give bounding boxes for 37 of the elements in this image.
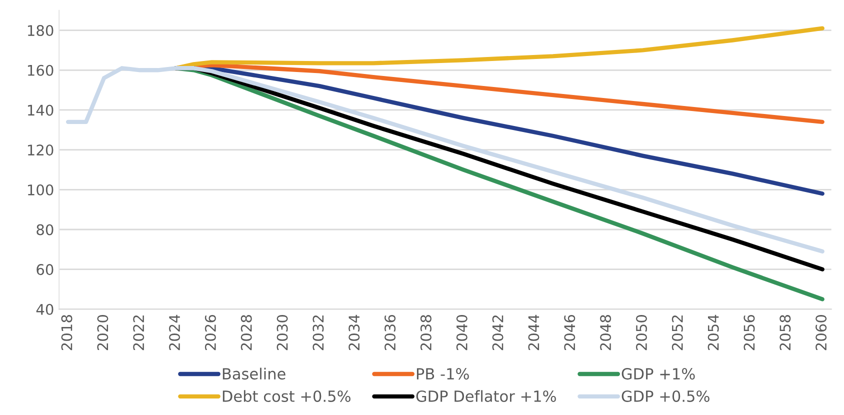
line-series	[66, 66, 824, 254]
y-tick-label: 100	[28, 184, 54, 196]
y-tick-label: 120	[28, 144, 54, 156]
x-tick-label: 2024	[169, 314, 180, 350]
y-tick-label: 180	[28, 25, 54, 36]
x-tick-label: 2032	[312, 316, 324, 350]
legend-label: GDP +1%	[622, 368, 695, 380]
y-tick-label: 80	[36, 224, 54, 236]
legend-label: Baseline	[222, 368, 286, 380]
legend-label: Debt cost +0.5%	[222, 390, 350, 402]
x-tick-label: 2056	[744, 314, 755, 350]
x-tick-label: 2058	[780, 315, 791, 350]
x-tick-label: 2028	[240, 315, 252, 350]
y-tick-label: 60	[36, 264, 54, 276]
legend-label: GDP Deflator +1%	[416, 390, 556, 402]
x-tick-label: 2046	[564, 314, 576, 350]
x-tick-label: 2026	[204, 314, 216, 350]
x-tick-label: 2040	[456, 315, 468, 350]
x-tick-label: 2042	[492, 316, 504, 350]
x-tick-label: 2022	[133, 316, 144, 350]
x-tick-label: 2038	[420, 315, 432, 350]
y-tick-label: 140	[28, 104, 54, 116]
legend-label: GDP +0.5%	[622, 390, 710, 402]
x-tick-label: 2044	[528, 314, 540, 350]
x-tick-label: 2048	[600, 315, 612, 350]
x-tick-label: 2054	[708, 314, 719, 350]
y-tick-label: 160	[28, 64, 54, 76]
y-tick-label: 40	[36, 304, 54, 315]
x-tick-label: 2018	[61, 315, 72, 350]
x-tick-label: 2034	[348, 314, 360, 350]
legend-label: PB -1%	[416, 368, 469, 380]
x-tick-label: 2052	[672, 316, 683, 350]
x-tick-label: 2050	[636, 315, 647, 350]
x-tick-label: 2020	[97, 315, 108, 350]
x-tick-label: 2036	[384, 314, 396, 350]
x-tick-label: 2060	[816, 315, 827, 350]
x-tick-label: 2030	[276, 315, 288, 350]
